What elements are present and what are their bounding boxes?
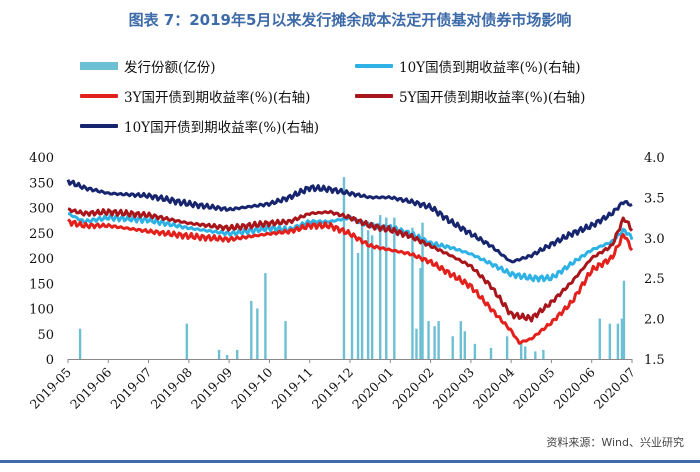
issuance-bar xyxy=(360,225,364,359)
issuance-bar xyxy=(433,326,436,359)
x-axis-tick-label: 2020-01 xyxy=(349,365,396,412)
left-axis-tick-label: 250 xyxy=(29,227,54,242)
x-axis-tick-label: 2019-08 xyxy=(148,364,195,411)
issuance-bar xyxy=(342,177,346,359)
issuance-bar xyxy=(520,343,523,359)
issuance-bar xyxy=(415,328,418,359)
bottom-rule xyxy=(0,460,700,463)
legend-label-issuance: 发行份额(亿份) xyxy=(124,60,216,76)
issuance-bar xyxy=(284,321,287,359)
issuance-bar xyxy=(217,349,221,359)
issuance-bar xyxy=(379,215,382,359)
legend-label-10y-cdb: 10Y国开债到期收益率(%)(右轴) xyxy=(124,120,319,136)
issuance-bar xyxy=(421,222,424,359)
right-axis: 1.5 2.0 2.5 3.0 3.5 4.0 xyxy=(644,151,665,368)
x-axis-tick-label: 2019-07 xyxy=(107,364,154,411)
legend-swatch-3y-cdb xyxy=(80,94,118,98)
left-axis-tick-label: 150 xyxy=(29,277,54,292)
x-axis-tick-label: 2019-09 xyxy=(188,364,235,411)
right-axis-tick-label: 1.5 xyxy=(644,353,665,368)
issuance-bar xyxy=(419,268,422,359)
issuance-bar xyxy=(185,323,189,359)
bar-series xyxy=(78,177,626,359)
right-axis-tick-label: 3.0 xyxy=(644,232,665,247)
legend-label-10y-cgb: 10Y国债到期收益率(%)(右轴) xyxy=(399,60,581,76)
issuance-bar xyxy=(356,252,360,359)
left-axis-tick-label: 400 xyxy=(29,151,54,166)
issuance-bar xyxy=(534,351,537,359)
legend-swatch-10y-cdb xyxy=(80,124,118,128)
issuance-bar xyxy=(489,347,493,359)
legend-item-5y-cdb: 5Y国开债到期收益率(%)(右轴) xyxy=(355,86,585,106)
source-note: 资料来源：Wind、兴业研究 xyxy=(546,436,684,449)
line-series xyxy=(66,179,634,345)
x-axis-tick-label: 2020-05 xyxy=(510,365,557,412)
left-axis-tick-label: 0 xyxy=(46,353,54,368)
legend-swatch-5y-cdb xyxy=(355,94,393,98)
x-axis-tick-label: 2019-11 xyxy=(268,365,315,412)
issuance-bar xyxy=(256,308,259,359)
line-10y-cdb xyxy=(66,179,633,264)
x-axis-tick-label: 2019-05 xyxy=(27,365,74,412)
x-axis-tick-label: 2020-06 xyxy=(550,364,597,411)
left-axis: 0 50 100 150 200 250 300 350 400 xyxy=(29,151,54,368)
issuance-bar xyxy=(385,217,388,359)
issuance-bar xyxy=(451,336,454,359)
legend-label-3y-cdb: 3Y国开债到期收益率(%)(右轴) xyxy=(124,90,311,106)
issuance-bar xyxy=(437,321,440,359)
issuance-bar xyxy=(366,230,370,359)
left-axis-tick-label: 50 xyxy=(37,328,54,343)
issuance-bar xyxy=(411,227,414,359)
issuance-bar xyxy=(350,237,354,359)
x-axis-tick-label: 2019-12 xyxy=(309,365,356,412)
issuance-bar xyxy=(459,321,462,359)
left-axis-tick-label: 300 xyxy=(29,202,54,217)
x-axis-tick-label: 2020-02 xyxy=(389,365,436,412)
issuance-bar xyxy=(616,323,620,359)
chart-title: 图表 7：2019年5月以来发行摊余成本法定开债基对债券市场影响 xyxy=(128,11,572,29)
legend-label-5y-cdb: 5Y国开债到期收益率(%)(右轴) xyxy=(399,90,586,106)
issuance-bar xyxy=(427,321,430,359)
x-axis-tick-label: 2020-04 xyxy=(470,364,517,411)
issuance-bar xyxy=(473,343,477,359)
issuance-bar xyxy=(264,273,267,359)
issuance-bar xyxy=(250,300,253,359)
right-axis-tick-label: 2.0 xyxy=(644,313,665,328)
issuance-bar xyxy=(542,349,545,359)
line-3y-cdb xyxy=(67,218,634,345)
legend-item-10y-cdb: 10Y国开债到期收益率(%)(右轴) xyxy=(80,116,319,136)
x-axis-tick-label: 2020-03 xyxy=(430,364,477,411)
issuance-bar xyxy=(598,318,601,359)
left-axis-tick-label: 100 xyxy=(29,303,54,318)
x-axis-tick-label: 2019-10 xyxy=(228,364,275,411)
x-axis: 2019-052019-062019-072019-082019-092019-… xyxy=(27,359,638,412)
legend-item-issuance: 发行份额(亿份) xyxy=(80,56,216,76)
x-axis-tick-label: 2019-06 xyxy=(67,364,114,411)
issuance-bar xyxy=(370,235,374,359)
issuance-bar xyxy=(622,280,626,359)
line-5y-cdb xyxy=(67,207,634,323)
legend-swatch-issuance xyxy=(80,62,118,70)
issuance-bar xyxy=(505,336,509,359)
issuance-bar xyxy=(393,217,396,359)
issuance-bar xyxy=(608,323,612,359)
issuance-bar xyxy=(620,318,624,359)
x-axis-tick-label: 2020-07 xyxy=(591,364,638,411)
left-axis-tick-label: 350 xyxy=(29,176,54,191)
left-axis-tick-label: 200 xyxy=(29,252,54,267)
legend-item-10y-cgb: 10Y国债到期收益率(%)(右轴) xyxy=(355,56,581,76)
legend-swatch-10y-cgb xyxy=(355,64,393,68)
right-axis-tick-label: 2.5 xyxy=(644,272,665,287)
legend-item-3y-cdb: 3Y国开债到期收益率(%)(右轴) xyxy=(80,86,310,106)
issuance-bar xyxy=(236,349,239,359)
issuance-bar xyxy=(225,354,229,359)
issuance-bar xyxy=(78,328,82,359)
right-axis-tick-label: 4.0 xyxy=(644,151,665,166)
right-axis-tick-label: 3.5 xyxy=(644,191,665,206)
legend: 发行份额(亿份) 10Y国债到期收益率(%)(右轴) 3Y国开债到期收益率(%)… xyxy=(0,0,700,140)
issuance-bar xyxy=(524,346,527,359)
issuance-bar xyxy=(463,331,467,359)
